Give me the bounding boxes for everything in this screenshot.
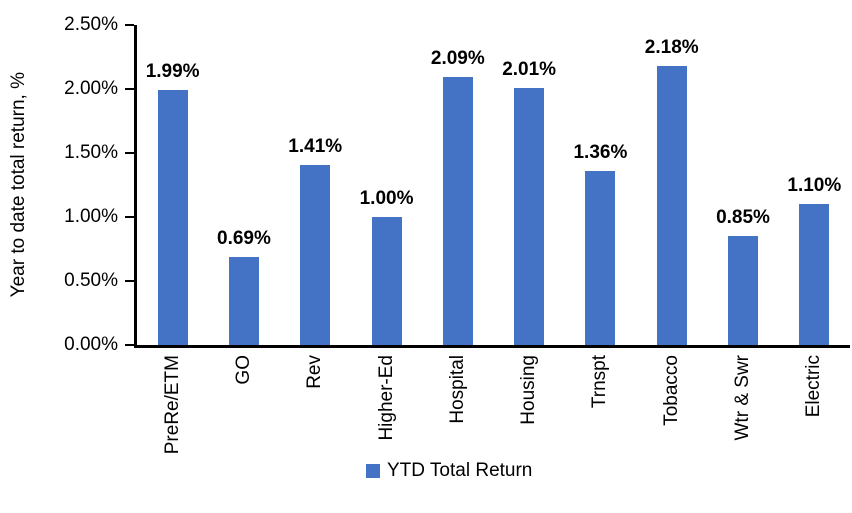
y-tick-label: 0.50% bbox=[64, 270, 118, 291]
bar-value-label: 1.36% bbox=[573, 141, 628, 163]
x-category-label-slot: PreRe/ETM bbox=[137, 355, 208, 480]
x-category-label-slot: Trnspt bbox=[565, 355, 636, 480]
bar bbox=[371, 217, 402, 345]
x-category-label: Housing bbox=[518, 355, 540, 425]
bar-slot: 2.18% bbox=[636, 25, 707, 345]
x-category-label: GO bbox=[232, 355, 254, 385]
bar-slot: 2.09% bbox=[422, 25, 493, 345]
y-tick-mark bbox=[125, 88, 134, 90]
bars-container: 1.99% 0.69% 1.41% 1.00% 2.09% 2.01% 1.36% 2.18%… bbox=[137, 25, 850, 345]
bar bbox=[656, 65, 687, 345]
y-tick-mark bbox=[125, 24, 134, 26]
bar bbox=[300, 164, 331, 345]
bar-value-label: 1.99% bbox=[145, 61, 200, 83]
bar-value-label: 2.01% bbox=[502, 58, 557, 80]
x-category-label: Wtr & Swr bbox=[732, 355, 754, 441]
bar-slot: 1.99% bbox=[137, 25, 208, 345]
bar-slot: 0.69% bbox=[208, 25, 279, 345]
y-tick-mark bbox=[125, 216, 134, 218]
bar-value-label: 1.41% bbox=[288, 135, 343, 157]
bar bbox=[228, 256, 259, 345]
bar bbox=[728, 236, 759, 345]
x-category-label: Tobacco bbox=[660, 355, 682, 426]
y-tick-label: 0.00% bbox=[64, 334, 118, 355]
y-tick-label: 1.00% bbox=[64, 206, 118, 227]
bar-value-label: 0.85% bbox=[716, 207, 770, 229]
x-category-label: Trnspt bbox=[589, 355, 611, 409]
bar-slot: 0.85% bbox=[707, 25, 778, 345]
y-tick-mark bbox=[125, 280, 134, 282]
y-tick-mark bbox=[125, 152, 134, 154]
bar bbox=[157, 90, 188, 345]
legend-swatch-icon bbox=[366, 464, 380, 478]
bar-value-label: 0.69% bbox=[217, 227, 271, 249]
bar-slot: 1.00% bbox=[351, 25, 422, 345]
x-category-label: PreRe/ETM bbox=[161, 355, 183, 455]
x-category-label-slot: Rev bbox=[280, 355, 351, 480]
y-axis-title-text: Year to date total return, % bbox=[8, 72, 29, 298]
bar bbox=[442, 77, 473, 345]
y-tick-label: 2.50% bbox=[64, 14, 118, 35]
legend: YTD Total Return bbox=[366, 460, 532, 482]
y-tick-label: 1.50% bbox=[64, 142, 118, 163]
bar-value-label: 2.18% bbox=[644, 36, 699, 58]
y-tick-mark bbox=[125, 344, 134, 346]
bar bbox=[514, 87, 545, 345]
bar-value-label: 1.10% bbox=[787, 175, 842, 197]
bar-slot: 1.36% bbox=[565, 25, 636, 345]
x-category-label: Higher-Ed bbox=[375, 355, 397, 441]
bar-value-label: 1.00% bbox=[359, 188, 414, 209]
plot-area: 1.99% 0.69% 1.41% 1.00% 2.09% 2.01% 1.36% 2.18%… bbox=[134, 25, 850, 348]
bar-slot: 1.41% bbox=[280, 25, 351, 345]
bar-slot: 1.10% bbox=[779, 25, 850, 345]
x-category-label: Electric bbox=[803, 355, 825, 418]
x-category-label-slot: Electric bbox=[779, 355, 850, 480]
bar-value-label: 2.09% bbox=[430, 48, 485, 70]
x-category-label-slot: Tobacco bbox=[636, 355, 707, 480]
legend-label: YTD Total Return bbox=[387, 460, 533, 481]
x-category-label-slot: GO bbox=[208, 355, 279, 480]
bar-slot: 2.01% bbox=[493, 25, 564, 345]
y-axis-title: Year to date total return, % bbox=[4, 25, 34, 345]
x-category-label: Rev bbox=[304, 355, 326, 389]
y-tick-label: 2.00% bbox=[64, 78, 118, 99]
x-category-label: Hospital bbox=[446, 355, 468, 424]
bar bbox=[585, 170, 616, 345]
bar bbox=[799, 204, 830, 345]
x-category-label-slot: Wtr & Swr bbox=[707, 355, 778, 480]
